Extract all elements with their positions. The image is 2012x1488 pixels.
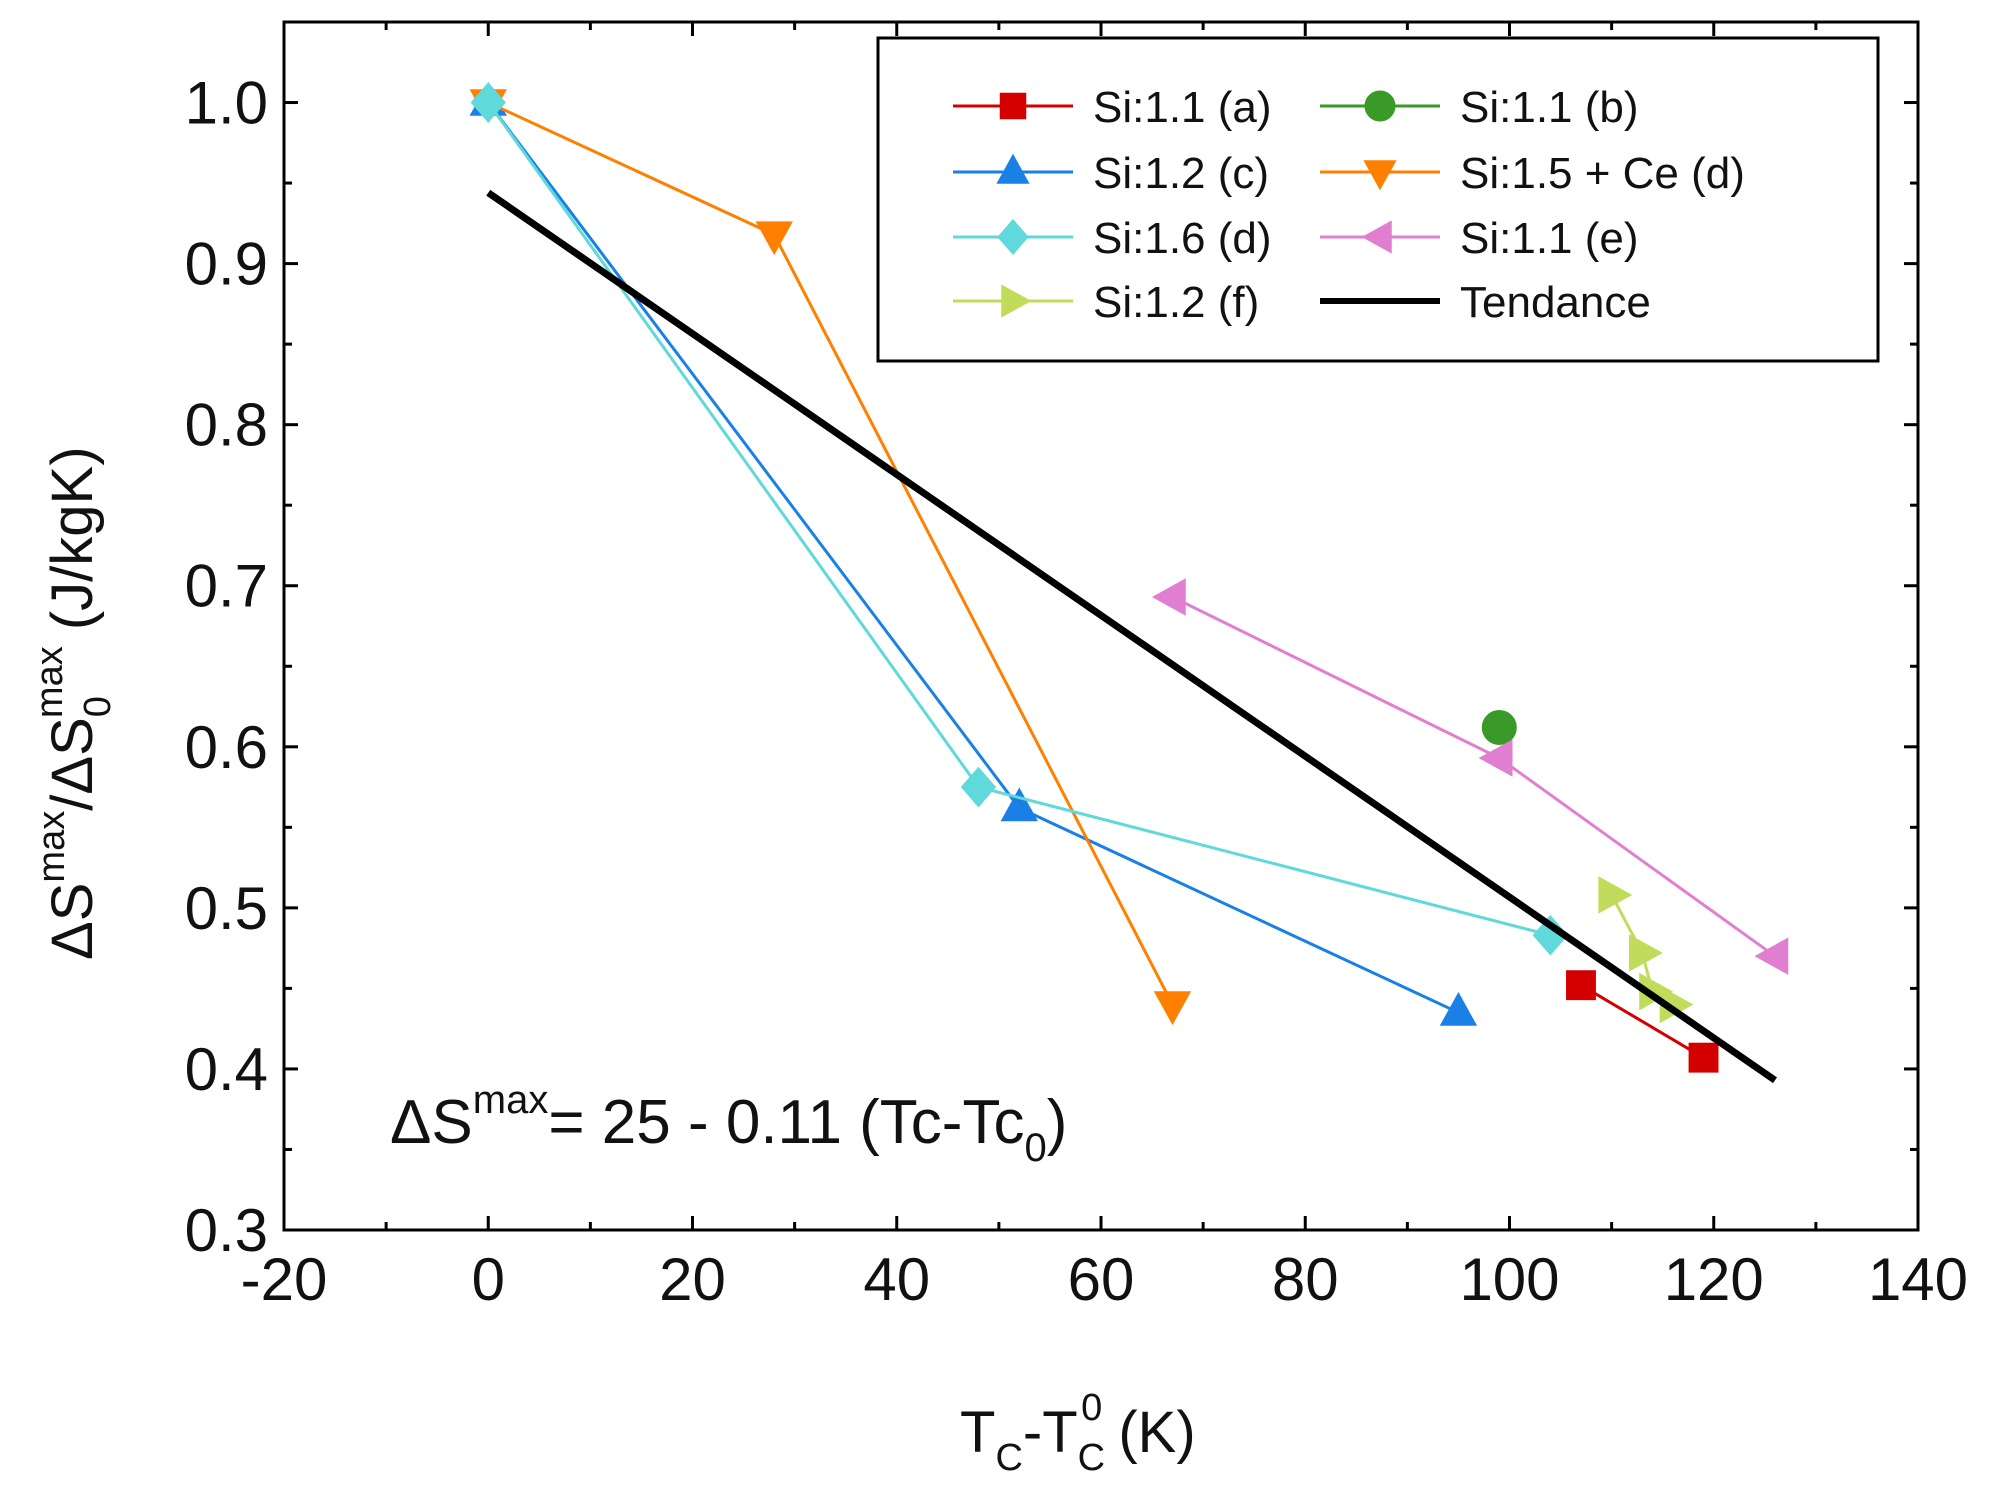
fit-equation-sup: max: [473, 1078, 549, 1122]
legend-item: Si:1.2 (c): [953, 149, 1269, 198]
legend: Si:1.1 (a) Si:1.1 (b) Si:1.2 (c) Si:1.5 + C…: [876, 36, 1880, 363]
data-point: [470, 82, 506, 123]
x-tick-label: -20: [241, 1246, 328, 1313]
series-line: [1580, 983, 1705, 1059]
x-tick-label: 20: [659, 1246, 726, 1313]
legend-marker: [997, 218, 1029, 256]
x-axis-title-dash: -T: [1023, 1400, 1078, 1465]
data-point: [1478, 739, 1513, 777]
legend-marker: [1363, 160, 1397, 191]
y-axis-title-sup1: max: [31, 811, 73, 883]
data-point: [1629, 934, 1663, 972]
legend-box: [876, 36, 1880, 363]
data-point: [1754, 937, 1789, 975]
series-0: [1566, 970, 1719, 1073]
fit-equation-sub: 0: [1024, 1126, 1046, 1170]
fit-equation-close: ): [1047, 1088, 1068, 1157]
data-point: [1439, 991, 1478, 1026]
x-tick-label: 120: [1664, 1246, 1764, 1313]
data-point: [1688, 1042, 1719, 1073]
x-tick-label: 60: [1068, 1246, 1135, 1313]
fit-equation: ΔSmax= 25 - 0.11 (Tc-Tc0): [390, 1078, 1067, 1170]
x-axis-title-sub2: C: [1078, 1437, 1105, 1479]
x-axis-title-sub1: C: [995, 1437, 1022, 1479]
legend-label: Si:1.1 (e): [1460, 214, 1639, 263]
y-tick-label: 0.3: [185, 1197, 268, 1264]
data-point: [755, 221, 793, 256]
legend-marker: [1361, 220, 1392, 254]
x-tick-label: 140: [1868, 1246, 1968, 1313]
series-5: [1151, 578, 1789, 975]
x-tick-label: 100: [1459, 1246, 1559, 1313]
y-tick-label: 0.8: [185, 392, 268, 459]
legend-item: Si:1.5 + Ce (d): [1320, 149, 1745, 198]
legend-marker: [1364, 90, 1396, 122]
trend-line: [486, 189, 1778, 1084]
series-4: [470, 82, 1569, 956]
y-axis-title-unit: (J/kgK): [40, 446, 105, 646]
fit-equation-body: = 25 - 0.11 (Tc-Tc: [548, 1088, 1024, 1157]
legend-label: Tendance: [1460, 278, 1651, 327]
y-tick-label: 0.7: [185, 553, 268, 620]
x-tick-label: 40: [863, 1246, 930, 1313]
legend-marker: [1001, 284, 1032, 318]
legend-label: Si:1.2 (f): [1093, 278, 1259, 327]
data-point: [1598, 876, 1633, 914]
data-point: [1000, 787, 1038, 822]
y-tick-label: 0.5: [185, 875, 268, 942]
x-axis-title-sup2: 0: [1081, 1387, 1102, 1429]
series-6: [1598, 876, 1694, 1024]
x-tick-label: 0: [472, 1246, 505, 1313]
x-axis-title-unit: (K): [1102, 1400, 1195, 1465]
legend-item: Si:1.2 (f): [953, 278, 1259, 327]
legend-label: Si:1.6 (d): [1093, 214, 1272, 263]
x-axis-title-main: T: [960, 1400, 995, 1465]
axis-ticks: -20 0 20 40 60 80 100 120 140 0.3 0.4 0.5 0.6 0.7 0.8 0…: [185, 20, 1968, 1313]
legend-label: Si:1.5 + Ce (d): [1460, 149, 1745, 198]
series-layer: [469, 81, 1789, 1084]
y-axis-title-sub2: 0: [77, 696, 119, 717]
legend-item: Si:1.1 (a): [953, 83, 1272, 132]
legend-item: Tendance: [1320, 278, 1651, 327]
y-axis-title-sup2: max: [29, 646, 71, 718]
y-axis-title-delta1: ΔS: [40, 883, 105, 960]
x-tick-label: 80: [1272, 1246, 1339, 1313]
data-point: [1151, 578, 1186, 616]
legend-item: Si:1.6 (d): [953, 214, 1272, 263]
y-tick-label: 1.0: [185, 70, 268, 137]
y-axis-title-slash: /ΔS: [40, 717, 105, 811]
legend-marker: [999, 92, 1027, 120]
legend-item: Si:1.1 (b): [1320, 83, 1639, 132]
y-tick-label: 0.4: [185, 1036, 268, 1103]
y-tick-label: 0.6: [185, 714, 268, 781]
data-point: [960, 766, 997, 808]
data-point: [1153, 991, 1192, 1026]
y-axis-title: ΔSmax/ΔS0max (J/kgK): [29, 446, 119, 960]
data-point: [1481, 709, 1517, 745]
series-7: [486, 189, 1778, 1084]
legend-label: Si:1.1 (a): [1093, 83, 1272, 132]
legend-label: Si:1.2 (c): [1093, 149, 1269, 198]
data-point: [1566, 970, 1596, 1001]
series-line: [1171, 595, 1776, 958]
x-axis-title: TC-TC0 (K): [960, 1387, 1196, 1479]
series-1: [1481, 709, 1517, 745]
y-tick-label: 0.9: [185, 231, 268, 298]
data-point: [1532, 914, 1569, 956]
legend-label: Si:1.1 (b): [1460, 83, 1639, 132]
legend-marker: [996, 153, 1030, 184]
fit-equation-delta: ΔS: [390, 1088, 473, 1157]
legend-item: Si:1.1 (e): [1320, 214, 1639, 263]
